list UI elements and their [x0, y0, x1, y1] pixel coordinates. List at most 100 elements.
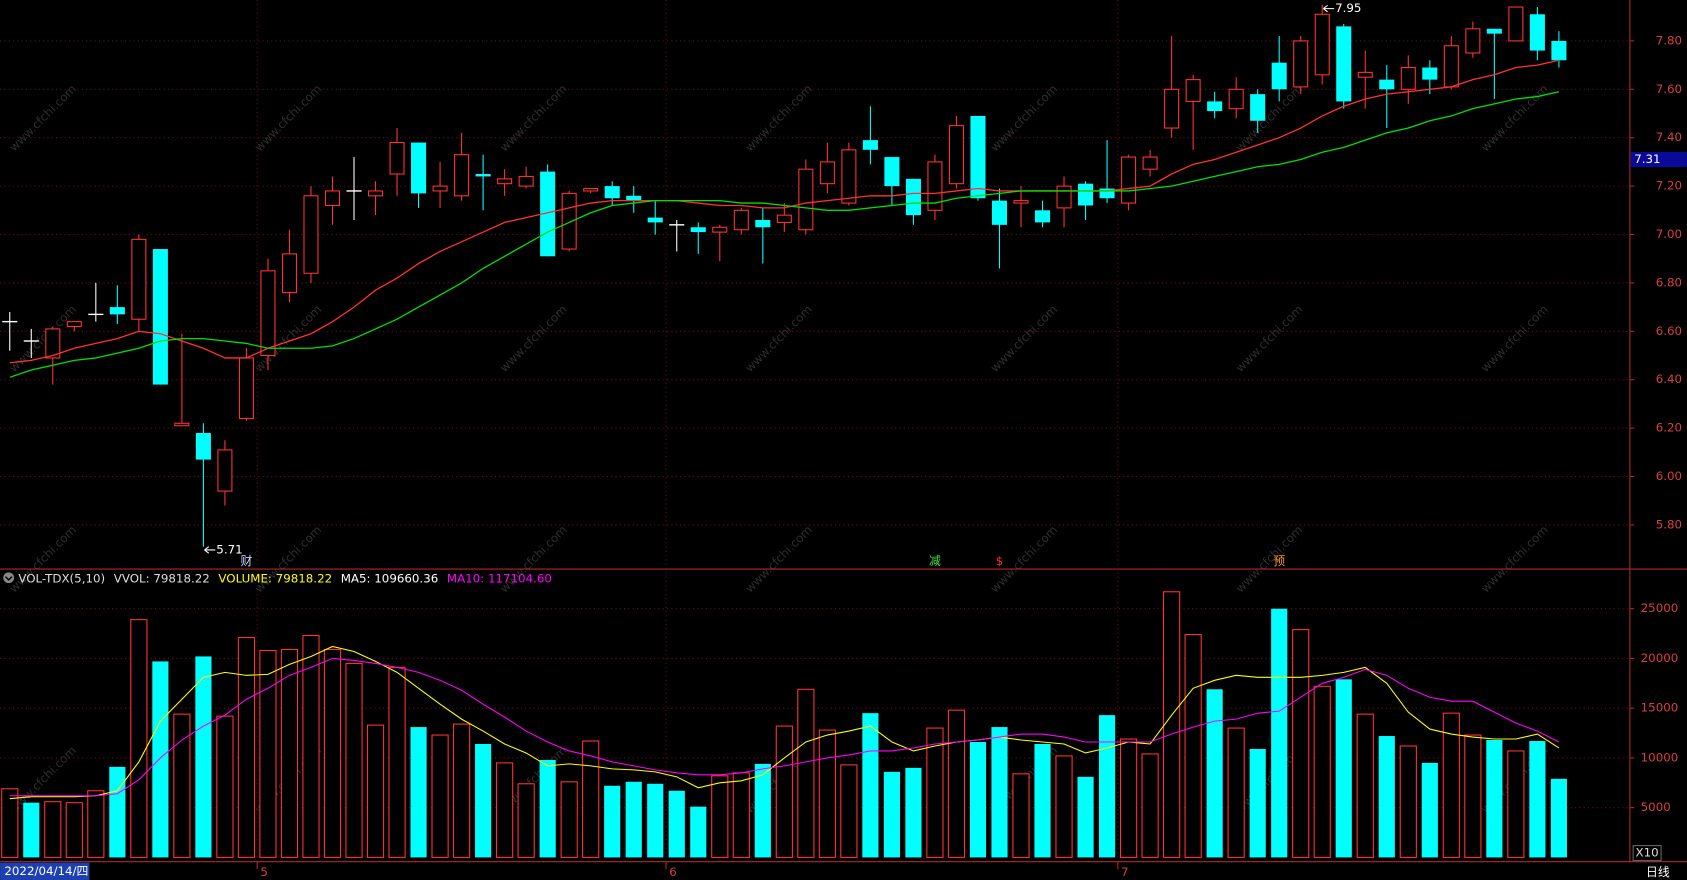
- y-tick-label: 5.80: [1656, 517, 1682, 531]
- candle-body: [454, 154, 470, 197]
- volume-bar: [539, 759, 556, 858]
- candle-body: [1529, 14, 1545, 51]
- x-tick-label: 2022/04/14/四: [4, 864, 88, 878]
- candle-body: [690, 227, 706, 233]
- volume-bar: [1055, 755, 1073, 858]
- volume-bar: [947, 709, 966, 858]
- candle-body: [238, 357, 254, 419]
- y2-tick-label: 5000: [1641, 800, 1671, 814]
- multiplier: X10: [1636, 846, 1659, 860]
- candle-body: [776, 214, 792, 223]
- indicator-icon[interactable]: [3, 572, 15, 584]
- candle-body: [518, 175, 534, 187]
- volume-bar: [475, 743, 492, 858]
- period-label[interactable]: 日线: [1646, 865, 1670, 879]
- watermark: www.cfchi.com: [497, 82, 570, 155]
- annotation-arrow: [204, 546, 216, 554]
- volume-bar: [388, 666, 406, 858]
- annotation: 7.95: [1335, 1, 1361, 15]
- volume-bar: [926, 727, 944, 858]
- candle-body: [217, 449, 233, 492]
- volume-bar: [905, 767, 922, 858]
- watermark: www.cfchi.com: [6, 302, 79, 375]
- volume-bar: [604, 785, 621, 858]
- volume-bar: [1012, 773, 1030, 858]
- volume-bar: [323, 648, 342, 858]
- candle-body: [712, 226, 728, 233]
- volume-bar: [1464, 734, 1482, 858]
- candle-body: [109, 307, 125, 315]
- volume-ma-line: [9, 645, 1560, 800]
- watermark: www.cfchi.com: [1233, 523, 1306, 596]
- volume-bar: [152, 661, 169, 858]
- watermark: www.cfchi.com: [1233, 82, 1306, 155]
- candle-body: [733, 209, 749, 231]
- candle-body: [819, 161, 835, 185]
- candle-body: [1314, 13, 1330, 76]
- candle-body: [1357, 71, 1373, 78]
- date-box: [0, 862, 90, 880]
- candle-body: [1293, 40, 1309, 88]
- candle-body: [755, 219, 771, 228]
- volume-bar: [560, 781, 578, 858]
- volume-bar: [65, 802, 83, 858]
- volume-bar: [496, 762, 514, 858]
- volume-bar: [345, 662, 363, 858]
- volume-bar: [775, 725, 793, 858]
- candle-body: [281, 253, 297, 294]
- last-price-label: 7.31: [1634, 152, 1660, 166]
- volume-bar: [1507, 750, 1525, 858]
- y2-tick-label: 20000: [1641, 651, 1679, 665]
- x-tick-label: 5: [260, 865, 268, 879]
- candle-body: [1164, 88, 1180, 129]
- volume-bar: [1077, 776, 1094, 858]
- volume-bar: [452, 723, 471, 858]
- volume-bar: [1034, 743, 1051, 858]
- ma-line: [9, 91, 1560, 378]
- volume-bar: [1099, 715, 1116, 858]
- watermark: www.cfchi.com: [1478, 302, 1551, 375]
- y-tick-label: 6.60: [1656, 324, 1682, 338]
- candle-body: [798, 168, 814, 231]
- volume-bar: [797, 688, 815, 858]
- volume-bar: [173, 713, 191, 858]
- volume-bar: [1313, 685, 1331, 858]
- candle-body: [970, 115, 986, 199]
- candle-body: [1250, 94, 1266, 121]
- watermark: www.cfchi.com: [252, 82, 325, 155]
- volume-bar: [1227, 727, 1245, 858]
- watermark: www.cfchi.com: [6, 82, 79, 155]
- candle-body: [497, 178, 513, 185]
- volume-bar: [1486, 740, 1503, 858]
- candle-body: [1422, 67, 1438, 80]
- volume-bar: [1378, 736, 1395, 858]
- watermark: www.cfchi.com: [742, 302, 815, 375]
- volume-bar: [1206, 689, 1223, 858]
- candle-body: [1099, 188, 1115, 199]
- volume-bar: [302, 635, 320, 858]
- candle-body: [561, 192, 577, 250]
- volume-bar: [23, 802, 40, 858]
- volume-bar: [1399, 745, 1417, 858]
- volume-bar: [969, 742, 987, 858]
- volume-bar: [87, 790, 105, 858]
- volume-bar: [1550, 778, 1567, 858]
- y2-tick-label: 15000: [1641, 701, 1679, 715]
- x-tick-label: 7: [1121, 865, 1129, 879]
- watermark: www.cfchi.com: [742, 82, 815, 155]
- candle-body: [324, 190, 341, 207]
- volume-bar: [711, 775, 729, 858]
- y-tick-label: 7.80: [1656, 33, 1682, 47]
- y-tick-label: 6.20: [1656, 421, 1682, 435]
- candle-body: [1486, 28, 1502, 34]
- volume-bar: [1141, 753, 1159, 858]
- candle-body: [1443, 45, 1459, 88]
- candle-body: [303, 195, 319, 274]
- annotation: 5.71: [216, 542, 242, 556]
- volume-bar: [1356, 713, 1374, 858]
- candle-body: [1078, 183, 1094, 206]
- candle-body: [1400, 66, 1416, 90]
- indicator-icon-arrow: [4, 576, 13, 581]
- y-tick-label: 6.00: [1656, 469, 1682, 483]
